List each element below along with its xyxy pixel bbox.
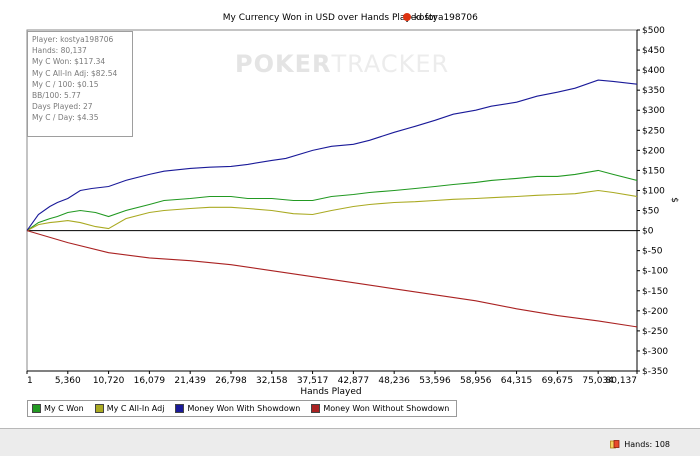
legend-label: Money Won Without Showdown <box>323 404 450 413</box>
x-tick-label: 16,079 <box>134 376 166 386</box>
x-tick-label: 75,034 <box>582 376 614 386</box>
player-flag-icon <box>403 13 411 21</box>
chart-frame: POKERTRACKER My Currency Won in USD over… <box>0 0 700 429</box>
y-tick-label: $100 <box>642 186 665 196</box>
legend-item-without-showdown[interactable]: Money Won Without Showdown <box>307 404 456 413</box>
y-tick-label: $-300 <box>642 347 668 357</box>
legend-item-my-c-won[interactable]: My C Won <box>28 404 91 413</box>
y-tick-label: $-350 <box>642 367 668 377</box>
status-hands: Hands: 108 <box>610 440 670 449</box>
pokertracker-watermark: POKERTRACKER <box>235 50 449 78</box>
legend-swatch-icon <box>32 404 41 413</box>
y-tick-label: $500 <box>642 26 665 36</box>
legend-swatch-icon <box>94 404 104 413</box>
x-tick-label: 64,315 <box>501 376 533 386</box>
stat-bb-per-100: BB/100: 5.77 <box>32 91 81 101</box>
y-tick-label: $-100 <box>642 267 668 277</box>
y-tick-label: $250 <box>642 126 665 136</box>
x-axis-label: Hands Played <box>300 387 361 397</box>
watermark-tracker: TRACKER <box>331 50 450 78</box>
y-tick-label: $400 <box>642 66 665 76</box>
y-tick-label: $300 <box>642 106 665 116</box>
stat-my-c-per-100: My C / 100: $0.15 <box>32 79 99 89</box>
stat-player: Player: kostya198706 <box>32 35 114 44</box>
y-tick-label: $150 <box>642 166 665 176</box>
y-tick-label: $350 <box>642 86 665 96</box>
stat-days-played: Days Played: 27 <box>32 102 93 112</box>
x-tick-label: 42,877 <box>338 376 370 386</box>
x-tick-label: 69,675 <box>542 376 574 386</box>
y-tick-label: $200 <box>642 146 665 156</box>
x-tick-label: 58,956 <box>460 376 492 386</box>
stat-my-c-per-day: My C / Day: $4.35 <box>32 113 99 123</box>
legend-label: My C Won <box>44 404 84 413</box>
chart-title-text: My Currency Won in USD over Hands Played… <box>223 13 438 23</box>
stat-all-in-adj: My C All-In Adj: $82.54 <box>32 68 118 78</box>
x-tick-label: 48,236 <box>378 376 410 386</box>
plot-area: $-350 $-300 $-250 $-200 $-150 $-100 $-50 $0 $50 $… <box>26 26 668 386</box>
series-line-my-c-won <box>26 169 638 232</box>
series-line-my-c-all-in-adj <box>26 189 638 232</box>
legend-swatch-icon <box>175 404 185 413</box>
legend-label: My C All-In Adj <box>106 404 165 413</box>
y-tick-label: $50 <box>642 207 659 217</box>
y-tick-label: $-50 <box>642 247 663 257</box>
x-tick-label: 21,439 <box>174 376 206 386</box>
legend-label: Money Won With Showdown <box>187 404 301 413</box>
x-tick-label: 53,596 <box>419 376 451 386</box>
title-player-group: kostya198706 <box>403 13 478 23</box>
status-bar: Hands: 108 <box>0 429 700 456</box>
chart-legend: My C Won My C All-In Adj Money Won With … <box>27 400 458 417</box>
status-hands-label: Hands: 108 <box>624 440 670 449</box>
y-tick-label: $450 <box>642 46 665 56</box>
stat-my-c-won: My C Won: $117.34 <box>32 57 106 67</box>
cards-icon <box>610 440 620 449</box>
x-tick-label: 1 <box>27 376 33 386</box>
legend-item-all-in-adj[interactable]: My C All-In Adj <box>91 404 172 413</box>
y-tick-label: $-200 <box>642 307 668 317</box>
y-axis-label: $ <box>669 197 679 203</box>
y-tick-label: $-250 <box>642 327 668 337</box>
x-tick-label: 37,517 <box>297 376 329 386</box>
watermark-poker: POKER <box>235 50 332 78</box>
chart-title: My Currency Won in USD over Hands Played… <box>223 13 438 23</box>
y-tick-label: $-150 <box>642 287 668 297</box>
stat-hands: Hands: 80,137 <box>32 46 87 56</box>
series-line-money-won-without-showdown <box>26 230 638 328</box>
chart-svg: My Currency Won in USD over Hands Played… <box>26 13 679 397</box>
x-tick-label: 5,360 <box>55 376 81 386</box>
series-line-money-won-with-showdown <box>26 79 638 231</box>
y-tick-label: $0 <box>642 227 654 237</box>
legend-item-with-showdown[interactable]: Money Won With Showdown <box>171 404 307 413</box>
x-tick-label: 80,137 <box>606 376 638 386</box>
x-tick-label: 10,720 <box>93 376 125 386</box>
x-tick-label: 26,798 <box>215 376 247 386</box>
player-stats-box: Player: kostya198706 Hands: 80,137 My C … <box>27 31 133 137</box>
x-tick-label: 32,158 <box>256 376 288 386</box>
legend-swatch-icon <box>311 404 321 413</box>
chart-title-player: kostya198706 <box>414 13 478 23</box>
